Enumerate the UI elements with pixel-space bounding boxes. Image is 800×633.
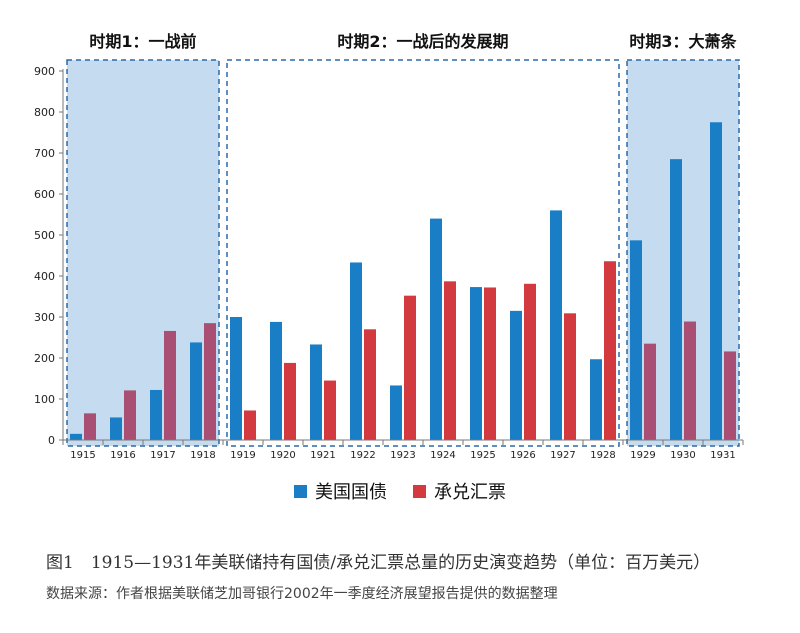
period-label-1: 时期1：一战前 <box>89 32 196 51</box>
bar-treasury-1930 <box>670 159 682 440</box>
bar-treasury-1928 <box>590 359 602 440</box>
bar-acceptance-1920 <box>284 362 296 440</box>
chart: 时期1：一战前 时期2：一战后的发展期 时期3：大萧条 0 100 200 300 400 50… <box>34 32 744 461</box>
bar-treasury-1916 <box>110 417 122 440</box>
x-tick-label: 1926 <box>510 450 535 461</box>
period-box-2 <box>226 59 620 447</box>
x-tick-label: 1922 <box>350 450 375 461</box>
period-label-3: 时期3：大萧条 <box>629 32 737 51</box>
period-label-2: 时期2：一战后的发展期 <box>337 32 508 51</box>
bar-acceptance-1923 <box>404 295 416 440</box>
legend-label-acceptance: 承兑汇票 <box>434 482 506 503</box>
x-tick-label: 1931 <box>710 450 735 461</box>
x-tick-label: 1921 <box>310 450 335 461</box>
x-tick-label: 1925 <box>470 450 495 461</box>
legend-label-treasury: 美国国债 <box>315 482 387 503</box>
legend-item-treasury: 美国国债 <box>294 478 387 504</box>
x-tick-label: 1927 <box>550 450 575 461</box>
bar-acceptance-1926 <box>524 283 536 440</box>
x-tick-label: 1928 <box>590 450 615 461</box>
bar-acceptance-1921 <box>324 380 336 440</box>
bar-treasury-1924 <box>430 218 442 440</box>
bar-treasury-1931 <box>710 122 722 440</box>
bar-acceptance-1925 <box>484 287 496 440</box>
x-tick-label: 1918 <box>190 450 215 461</box>
y-tick-label: 0 <box>48 434 55 447</box>
x-tick-label: 1916 <box>110 450 135 461</box>
bar-acceptance-1919 <box>244 410 256 440</box>
bar-acceptance-1917 <box>164 330 176 440</box>
bar-treasury-1922 <box>350 262 362 440</box>
bar-treasury-1925 <box>470 287 482 440</box>
legend-swatch-treasury <box>294 484 307 498</box>
legend: 美国国债 承兑汇票 <box>0 478 800 504</box>
bar-treasury-1915 <box>70 433 82 440</box>
bar-treasury-1920 <box>270 321 282 440</box>
period-box-3 <box>626 59 740 447</box>
bar-acceptance-1918 <box>204 323 216 440</box>
y-tick-label: 200 <box>34 352 55 365</box>
x-tick-label: 1923 <box>390 450 415 461</box>
y-tick-label: 700 <box>34 147 55 160</box>
y-tick-label: 300 <box>34 311 55 324</box>
y-tick-label: 100 <box>34 393 55 406</box>
bar-acceptance-1927 <box>564 313 576 440</box>
bar-acceptance-1916 <box>124 390 136 440</box>
bar-acceptance-1930 <box>684 321 696 440</box>
bar-treasury-1917 <box>150 389 162 440</box>
legend-swatch-acceptance <box>413 484 426 498</box>
bar-acceptance-1929 <box>644 343 656 440</box>
x-tick-label: 1915 <box>70 450 95 461</box>
y-tick-label: 800 <box>34 106 55 119</box>
bar-treasury-1918 <box>190 342 202 440</box>
bar-acceptance-1922 <box>364 329 376 440</box>
x-tick-label: 1920 <box>270 450 295 461</box>
bar-acceptance-1931 <box>724 351 736 440</box>
bar-acceptance-1915 <box>84 413 96 440</box>
x-tick-label: 1917 <box>150 450 175 461</box>
bar-treasury-1919 <box>230 317 242 440</box>
y-tick-label: 400 <box>34 270 55 283</box>
bar-acceptance-1924 <box>444 281 456 440</box>
x-tick-label: 1929 <box>630 450 655 461</box>
y-tick-label: 500 <box>34 229 55 242</box>
bar-treasury-1929 <box>630 240 642 440</box>
bar-acceptance-1928 <box>604 261 616 440</box>
bar-treasury-1927 <box>550 210 562 440</box>
x-tick-label: 1919 <box>230 450 255 461</box>
x-tick-label: 1930 <box>670 450 695 461</box>
bar-treasury-1926 <box>510 310 522 440</box>
bar-treasury-1921 <box>310 344 322 440</box>
bar-treasury-1923 <box>390 385 402 440</box>
y-tick-label: 900 <box>34 65 55 78</box>
x-tick-label: 1924 <box>430 450 455 461</box>
legend-item-acceptance: 承兑汇票 <box>413 478 506 504</box>
data-source: 数据来源：作者根据美联储芝加哥银行2002年一季度经济展望报告提供的数据整理 <box>46 586 558 602</box>
y-tick-label: 600 <box>34 188 55 201</box>
figure-caption: 图1 1915—1931年美联储持有国债/承兑汇票总量的历史演变趋势（单位：百万… <box>46 553 711 573</box>
